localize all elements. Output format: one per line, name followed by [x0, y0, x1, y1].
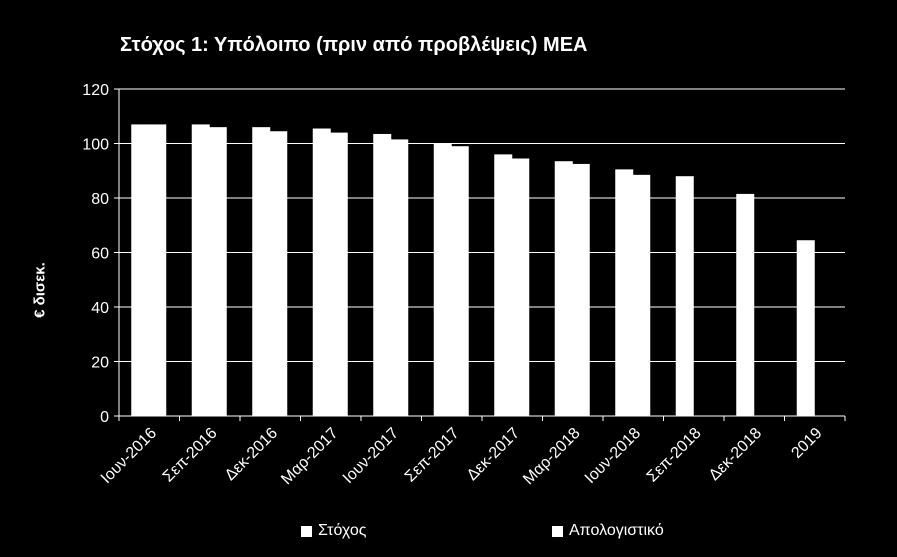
x-tick-label: Μαρ-2017 [278, 425, 341, 488]
bar-actual [450, 146, 469, 416]
x-tick-label: Δεκ-2018 [706, 425, 765, 484]
x-tick-label: Δεκ-2016 [222, 425, 281, 484]
x-tick-label: Σεπ-2016 [160, 425, 221, 486]
y-tick-label: 120 [82, 82, 109, 99]
bar-actual [208, 127, 227, 417]
y-tick-label: 0 [100, 409, 109, 426]
bar-actual [269, 131, 288, 417]
bar-target [373, 133, 392, 416]
legend-label-actual: Απολογιστικό [569, 522, 664, 539]
legend: Στόχος Απολογιστικό [0, 522, 897, 546]
bar-target [131, 124, 150, 417]
bar-actual [511, 158, 530, 417]
legend-label-target: Στόχος [318, 522, 367, 539]
bar-actual [632, 174, 651, 416]
bar-actual [571, 163, 590, 416]
x-tick-label: Ιουν-2018 [582, 425, 644, 487]
y-tick-label: 100 [82, 137, 109, 154]
legend-swatch-target [301, 525, 312, 537]
chart-title: Στόχος 1: Υπόλοιπο (πριν από προβλέψεις)… [120, 34, 588, 56]
bar-target [554, 161, 573, 416]
bar-actual [329, 132, 348, 416]
x-tick-label: 2019 [788, 425, 825, 462]
bar-actual [148, 124, 167, 417]
x-tick-label: Σεπ-2018 [644, 425, 705, 486]
bar-target [191, 124, 210, 417]
bar-actual [390, 139, 409, 416]
x-tick-label: Σεπ-2017 [402, 425, 463, 486]
x-tick-label: Ιουν-2016 [98, 425, 160, 487]
bar-target [433, 143, 452, 416]
bar-target [312, 128, 331, 416]
bar-target [675, 176, 694, 416]
x-tick-label: Ιουν-2017 [340, 425, 402, 487]
legend-swatch-actual [552, 525, 563, 537]
bar-target [494, 154, 513, 416]
x-tick-label: Μαρ-2018 [520, 425, 583, 488]
bar-target [615, 169, 634, 416]
bar-target [736, 193, 755, 416]
legend-item-target: Στόχος [301, 522, 367, 540]
y-tick-label: 60 [91, 246, 109, 263]
bar-target [252, 127, 271, 417]
x-tick-label: Δεκ-2017 [464, 425, 523, 484]
y-tick-label: 20 [91, 355, 109, 372]
y-tick-label: 40 [91, 300, 109, 317]
y-tick-label: 80 [91, 191, 109, 208]
bar-target [796, 240, 815, 416]
legend-item-actual: Απολογιστικό [552, 522, 664, 540]
